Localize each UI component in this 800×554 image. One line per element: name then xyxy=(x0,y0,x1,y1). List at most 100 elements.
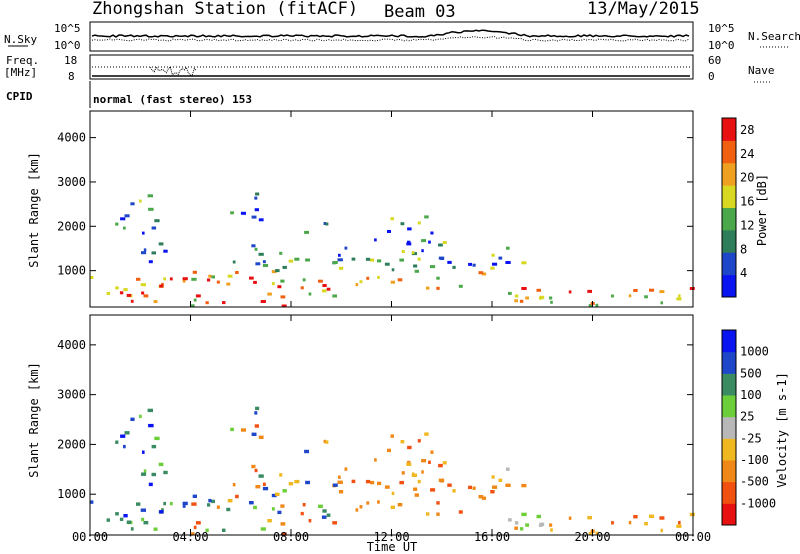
velocity-colorbar-tick: -1000 xyxy=(740,496,776,510)
velocity-y-axis: 1000 2000 3000 4000 xyxy=(57,338,693,501)
power-cell xyxy=(260,300,266,303)
velocity-cell xyxy=(568,516,572,520)
x-axis-label: Time UT xyxy=(367,540,418,554)
date-label: 13/May/2015 xyxy=(587,0,700,19)
power-colorbar-swatch xyxy=(722,252,736,276)
y-tick-label: 4000 xyxy=(57,338,86,352)
power-cell xyxy=(436,286,440,290)
power-cell xyxy=(338,253,341,257)
velocity-cell xyxy=(193,525,197,530)
velocity-cell xyxy=(192,494,197,498)
velocity-panel: 1000 2000 3000 4000 Slant Range [km] 1000 50… xyxy=(27,314,789,536)
freq-tick-top: 18 xyxy=(64,54,77,67)
velocity-cell xyxy=(142,450,145,454)
power-cell xyxy=(280,295,286,299)
nave-tick-top: 60 xyxy=(708,54,721,67)
velocity-cell xyxy=(300,511,304,516)
velocity-cell xyxy=(595,531,599,535)
power-cell xyxy=(115,222,119,226)
power-cell xyxy=(136,277,141,281)
cpid-label: CPID xyxy=(6,90,33,103)
nsearch-label: N.Search xyxy=(748,30,800,43)
velocity-cell xyxy=(417,439,421,443)
power-cell xyxy=(288,259,294,263)
power-cell xyxy=(550,300,553,304)
station-title: Zhongshan Station (fitACF) xyxy=(92,0,358,19)
velocity-cell xyxy=(506,467,510,471)
power-cell xyxy=(498,256,503,260)
velocity-cell xyxy=(678,520,681,525)
power-cell xyxy=(644,295,648,299)
beam-label: Beam 03 xyxy=(384,2,456,22)
velocity-cell xyxy=(611,521,614,525)
power-cell xyxy=(628,294,632,298)
power-cell xyxy=(611,294,614,298)
power-cell xyxy=(525,296,529,300)
velocity-cell xyxy=(365,479,371,484)
velocity-cell xyxy=(119,517,124,521)
power-cell xyxy=(147,194,153,198)
power-cell xyxy=(279,251,283,255)
power-cell xyxy=(130,299,134,303)
velocity-cell xyxy=(294,479,300,484)
velocity-cell xyxy=(424,432,429,436)
power-cell xyxy=(300,286,304,290)
velocity-cell xyxy=(649,514,655,518)
power-cell xyxy=(251,215,257,219)
time-x-axis: 00:00 04:00 08:00 12:00 16:00 20:00 00:00 xyxy=(72,111,711,544)
velocity-colorbar-tick: -500 xyxy=(740,475,769,489)
velocity-cell xyxy=(421,470,424,474)
power-cell xyxy=(514,294,519,298)
power-cell xyxy=(438,243,443,247)
velocity-cell xyxy=(208,498,212,503)
power-cell xyxy=(158,242,164,246)
power-colorbar-tick: 20 xyxy=(740,171,754,185)
power-cell xyxy=(370,258,375,262)
velocity-cell xyxy=(277,510,282,515)
power-cell xyxy=(275,269,280,273)
velocity-cell xyxy=(407,460,411,465)
power-cell xyxy=(491,253,495,257)
velocity-colorbar-tick: 500 xyxy=(740,366,762,380)
velocity-cell xyxy=(254,411,258,415)
power-cell xyxy=(230,211,234,215)
power-colorbar-tick: 8 xyxy=(740,242,747,256)
power-cell xyxy=(192,270,197,274)
power-cell xyxy=(277,285,282,289)
freq-tick-bottom: 8 xyxy=(68,70,75,83)
power-cell xyxy=(399,258,404,262)
velocity-cell xyxy=(377,500,380,504)
velocity-cell xyxy=(676,524,682,528)
velocity-cell xyxy=(115,512,119,516)
power-cell xyxy=(587,289,592,293)
y-tick-label: 2000 xyxy=(57,219,86,233)
power-cell xyxy=(262,264,269,267)
velocity-cell xyxy=(126,520,132,524)
velocity-cell xyxy=(254,468,258,473)
velocity-cell xyxy=(397,503,403,507)
power-cell xyxy=(452,265,456,269)
velocity-colorbar-label: Velocity [m s-1] xyxy=(775,372,789,488)
power-cell xyxy=(141,291,145,295)
velocity-cell xyxy=(258,435,264,439)
power-cell xyxy=(190,304,195,308)
velocity-cell xyxy=(325,440,329,444)
power-cell xyxy=(366,276,370,280)
velocity-colorbar-swatch xyxy=(722,351,736,374)
power-cell xyxy=(90,276,94,279)
power-cell xyxy=(195,294,201,298)
power-cell xyxy=(351,257,356,261)
power-cell xyxy=(397,278,403,282)
velocity-cell xyxy=(253,505,257,510)
power-cell xyxy=(430,265,436,269)
power-cell xyxy=(649,288,655,292)
power-cell xyxy=(407,227,412,231)
velocity-cell xyxy=(338,475,341,479)
velocity-cell xyxy=(413,487,418,491)
velocity-cell xyxy=(139,414,142,419)
power-cell xyxy=(325,222,329,226)
power-cell xyxy=(588,304,592,308)
power-colorbar-swatch xyxy=(722,118,736,141)
power-cell xyxy=(633,289,638,292)
power-cell xyxy=(400,222,405,226)
